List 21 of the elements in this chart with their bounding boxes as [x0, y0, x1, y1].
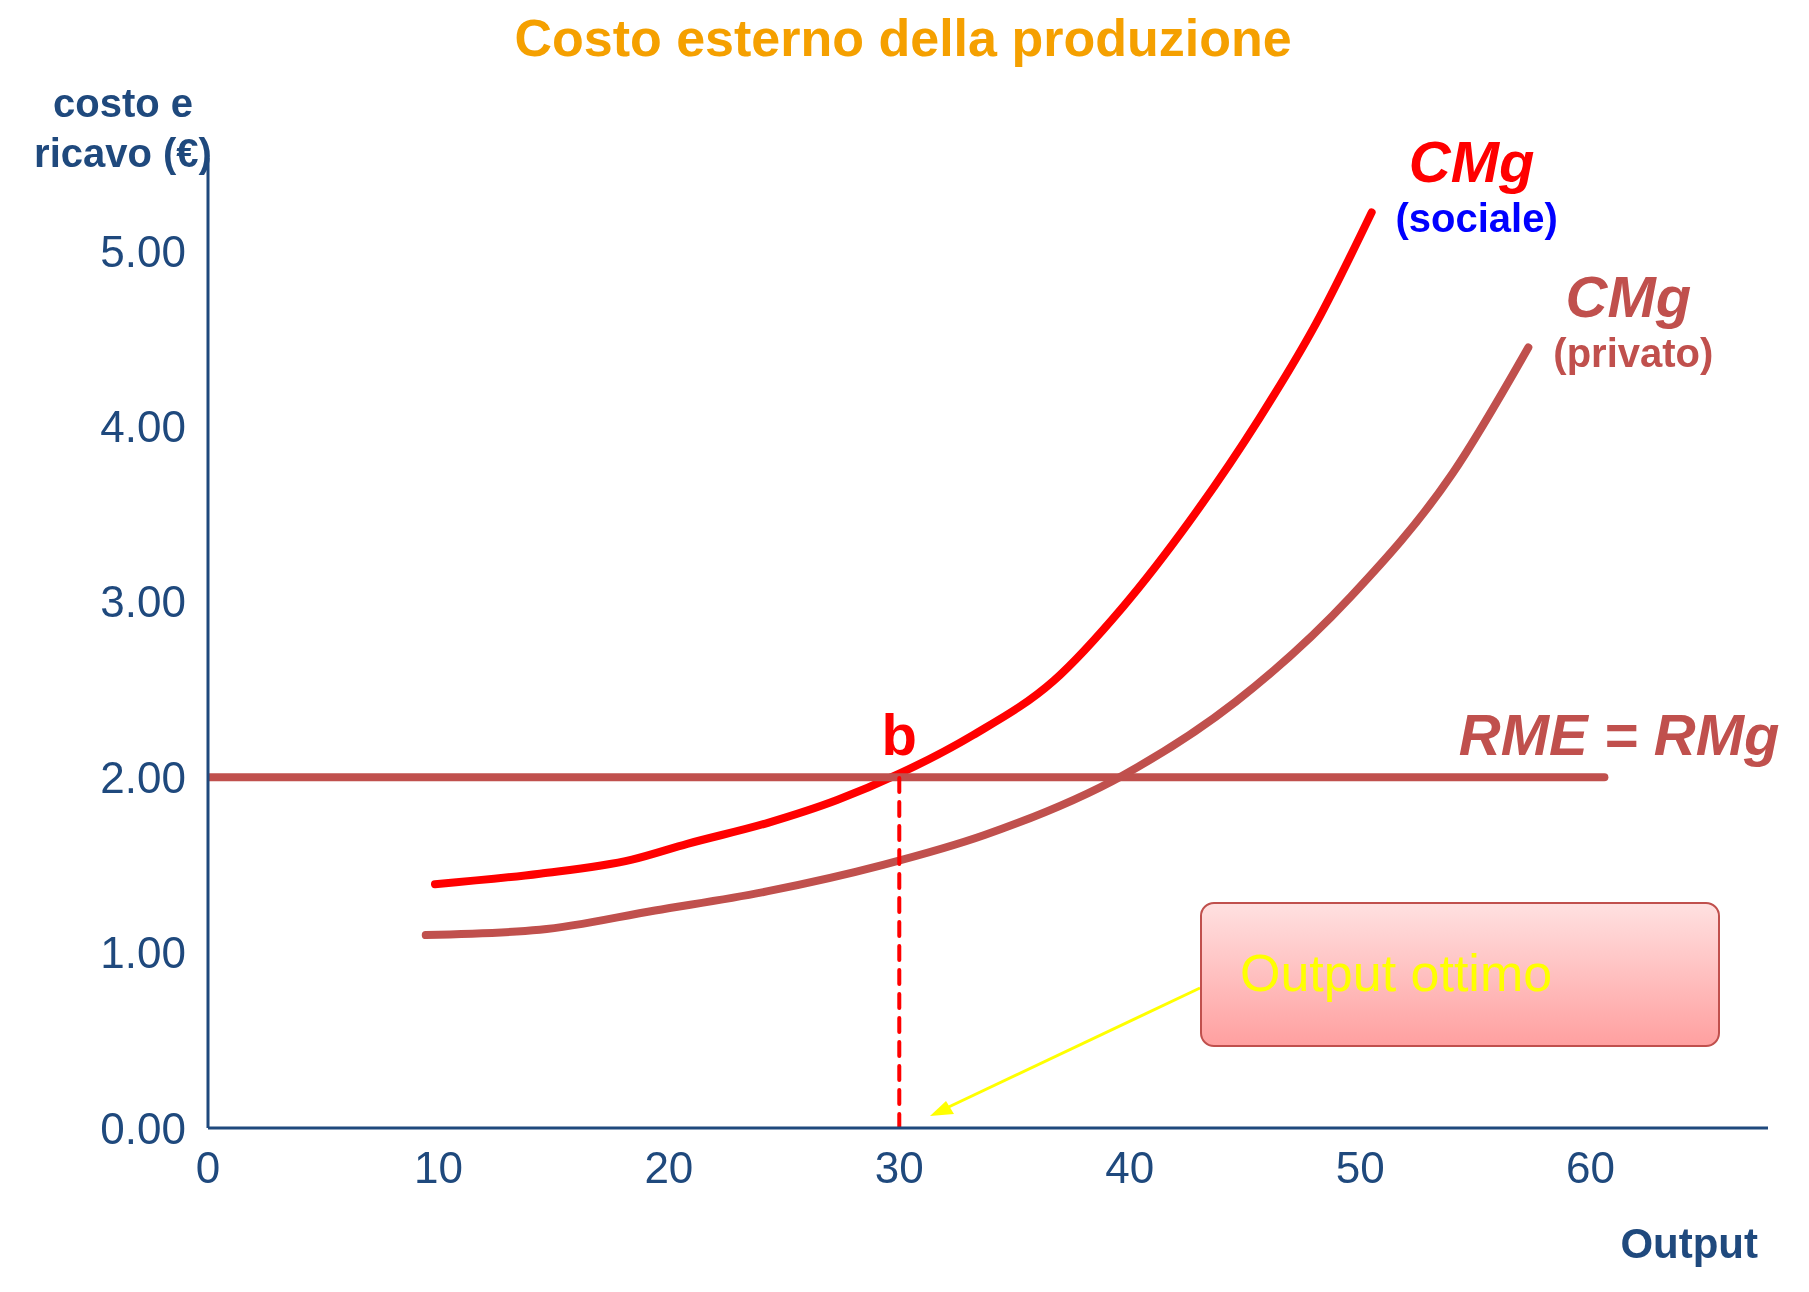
x-tick-label: 20: [644, 1143, 694, 1193]
y-tick-label: 1.00: [100, 928, 186, 978]
annotation: b: [881, 702, 917, 768]
x-axis-title: Output: [1620, 1220, 1758, 1268]
series-label: RME = RMg: [1458, 702, 1780, 768]
y-tick-label: 4.00: [100, 401, 186, 451]
series-label: CMg (privato): [1553, 264, 1714, 376]
x-tick-label: 10: [413, 1143, 463, 1193]
y-tick-label: 2.00: [100, 752, 186, 802]
x-tick-label: 30: [874, 1143, 924, 1193]
y-tick-label: 3.00: [100, 577, 186, 627]
y-tick-label: 5.00: [100, 226, 186, 276]
x-tick-label: 50: [1335, 1143, 1385, 1193]
x-tick-label: 60: [1566, 1143, 1616, 1193]
y-tick-label: 0.00: [100, 1103, 186, 1153]
chart-title: Costo esterno della produzione: [513, 8, 1293, 68]
series-label: CMg (sociale): [1395, 129, 1558, 241]
annotation: Output ottimo: [1240, 943, 1553, 1003]
x-tick-label: 0: [195, 1143, 221, 1193]
x-tick-label: 40: [1105, 1143, 1155, 1193]
y-axis-title: costo e ricavo (€): [33, 80, 213, 177]
